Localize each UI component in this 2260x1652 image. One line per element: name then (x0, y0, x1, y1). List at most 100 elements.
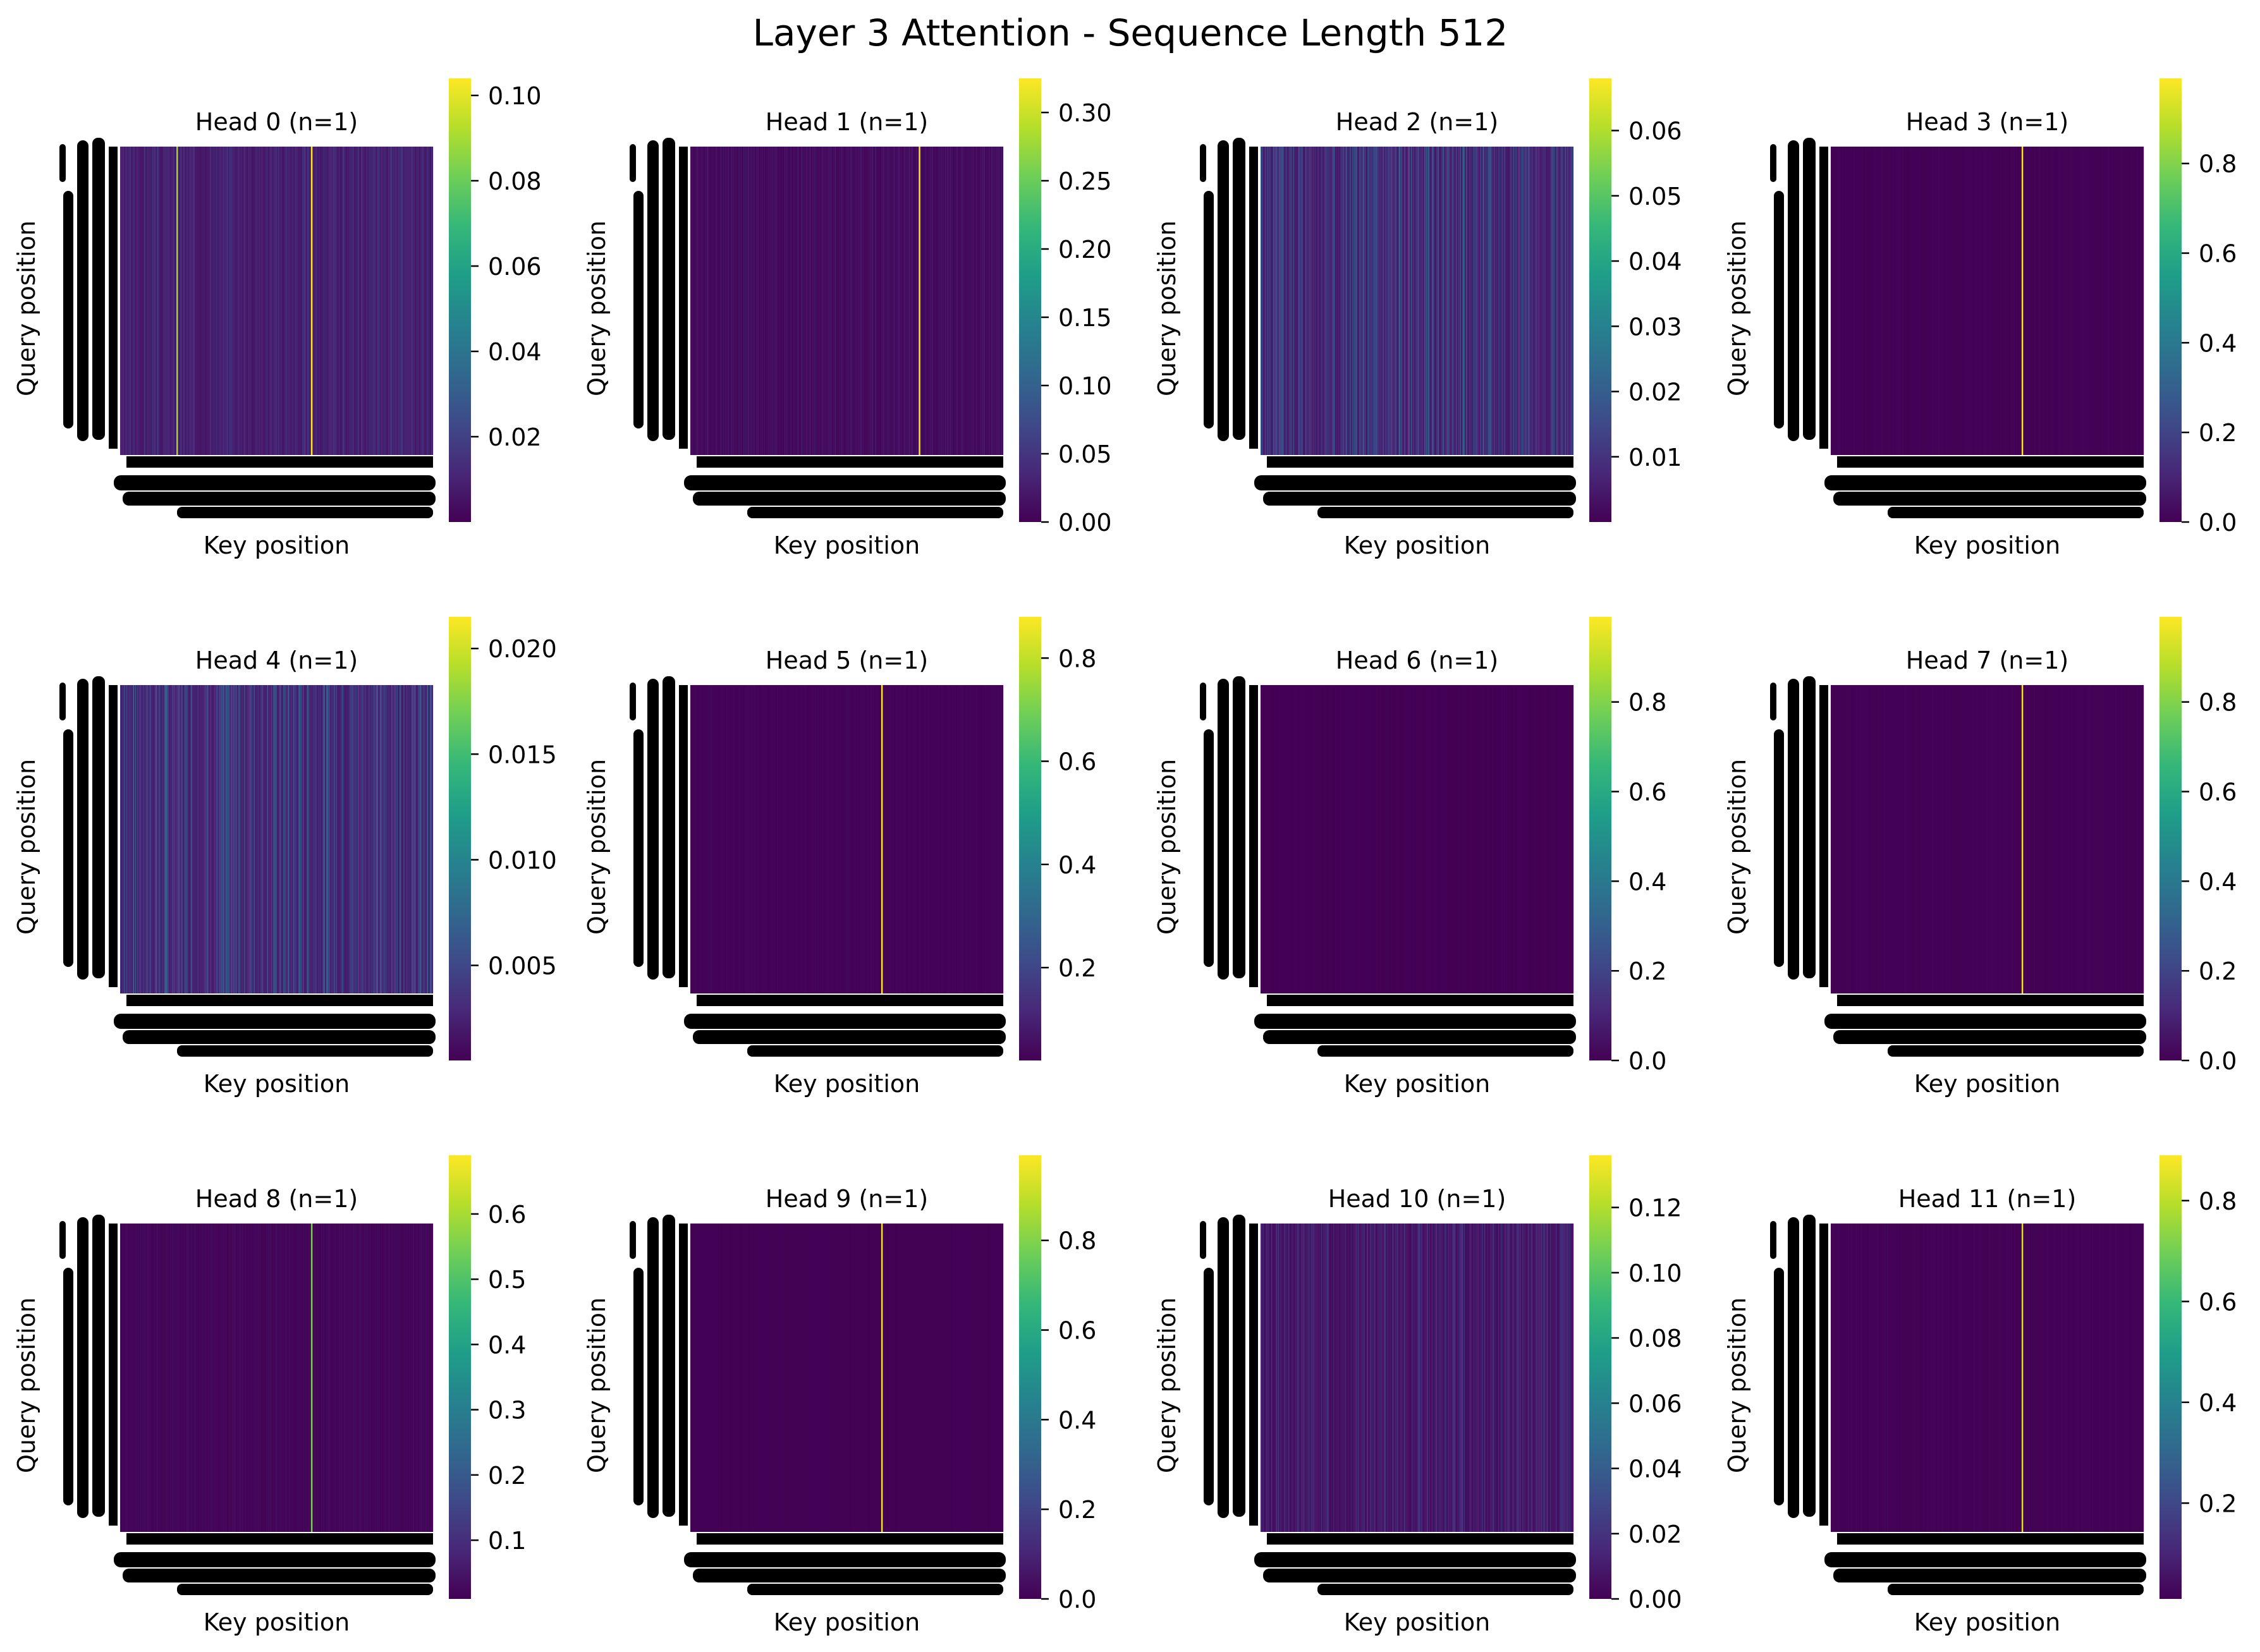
heatmap-column (910, 147, 912, 455)
heatmap-column (798, 685, 800, 993)
heatmap-column (123, 685, 125, 993)
heatmap-column (420, 685, 421, 993)
heatmap-column (929, 147, 931, 455)
colorbar-tick-label: 0.2 (488, 1462, 526, 1490)
heatmap-column (373, 685, 374, 993)
heatmap-column (229, 685, 231, 993)
heatmap-column (983, 147, 984, 455)
heatmap-column (693, 1224, 695, 1532)
heatmap-column (1895, 147, 1897, 455)
heatmap-column (2024, 147, 2025, 455)
heatmap-column (236, 1224, 238, 1532)
heatmap-column (206, 147, 207, 455)
heatmap-column (883, 147, 884, 455)
heatmap-column (2092, 147, 2094, 455)
heatmap-column (1878, 147, 1879, 455)
heatmap-column (2130, 147, 2132, 455)
heatmap-column (212, 1224, 214, 1532)
heatmap-column (407, 685, 408, 993)
heatmap-column (1441, 685, 1443, 993)
heatmap-column (350, 1224, 351, 1532)
heatmap-column (1408, 685, 1410, 993)
heatmap-column (283, 1224, 284, 1532)
heatmap-column (356, 1224, 357, 1532)
heatmap-column (1336, 147, 1337, 455)
heatmap-column (285, 1224, 286, 1532)
heatmap-column (771, 147, 773, 455)
heatmap-column (1516, 147, 1517, 455)
heatmap-column (1372, 147, 1374, 455)
heatmap-column (2080, 685, 2082, 993)
heatmap-column (790, 685, 791, 993)
heatmap-column (286, 1224, 288, 1532)
heatmap-column (2129, 685, 2130, 993)
heatmap-column (200, 685, 201, 993)
heatmap-column (2026, 685, 2027, 993)
heatmap-column (755, 685, 757, 993)
heatmap-column (1841, 685, 1842, 993)
heatmap-column (345, 1224, 346, 1532)
heatmap-column (1885, 147, 1886, 455)
heatmap-column (298, 685, 300, 993)
heatmap-column (376, 1224, 377, 1532)
heatmap-column (830, 147, 831, 455)
heatmap-column (126, 685, 128, 993)
heatmap-column (1972, 147, 1974, 455)
heatmap-column (346, 685, 348, 993)
heatmap-column (211, 685, 212, 993)
heatmap-column (1967, 685, 1968, 993)
heatmap-column (1453, 147, 1454, 455)
hot-column (310, 147, 313, 455)
heatmap-column (1522, 685, 1524, 993)
heatmap-column (1883, 147, 1884, 455)
heatmap-column (319, 147, 321, 455)
heatmap-column (263, 1224, 264, 1532)
heatmap-column (142, 1224, 144, 1532)
heatmap-column (159, 685, 160, 993)
heatmap-column (2129, 147, 2130, 455)
heatmap-column (151, 147, 152, 455)
heatmap-column (1972, 685, 1974, 993)
heatmap-column (200, 1224, 202, 1532)
heatmap-column (288, 685, 289, 993)
heatmap-column (699, 685, 700, 993)
heatmap-column (934, 685, 936, 993)
heatmap-column (1922, 147, 1924, 455)
heatmap-column (745, 685, 747, 993)
heatmap-column (1876, 147, 1878, 455)
heatmap-column (353, 685, 355, 993)
heatmap-column (382, 1224, 383, 1532)
heatmap-column (740, 147, 742, 455)
heatmap-column (962, 147, 963, 455)
heatmap-column (2053, 147, 2055, 455)
heatmap-column (1969, 147, 1970, 455)
heatmap-column (377, 147, 379, 455)
heatmap-column (1893, 685, 1895, 993)
heatmap-column (2087, 685, 2089, 993)
heatmap-column (2087, 147, 2089, 455)
heatmap-column (1880, 147, 1881, 455)
x-tick-band (123, 1569, 436, 1582)
heatmap-column (1298, 685, 1300, 993)
heatmap-column (426, 1224, 427, 1532)
heatmap-column (1841, 147, 1842, 455)
heatmap-column (896, 147, 897, 455)
heatmap-column (722, 1224, 723, 1532)
heatmap-column (2113, 685, 2115, 993)
heatmap-column (135, 147, 137, 455)
heatmap-column (816, 147, 817, 455)
heatmap-column (340, 1224, 341, 1532)
heatmap-column (956, 685, 958, 993)
heatmap-column (2056, 147, 2057, 455)
heatmap-column (356, 147, 357, 455)
heatmap-column (278, 147, 279, 455)
heatmap-column (2127, 147, 2129, 455)
heatmap-column (1902, 685, 1903, 993)
heatmap-column (1300, 147, 1302, 455)
heatmap-column (354, 147, 355, 455)
heatmap-column (1311, 685, 1312, 993)
heatmap-column (1937, 685, 1938, 993)
heatmap-column (376, 685, 377, 993)
heatmap-column (829, 147, 831, 455)
heatmap-column (2030, 685, 2031, 993)
